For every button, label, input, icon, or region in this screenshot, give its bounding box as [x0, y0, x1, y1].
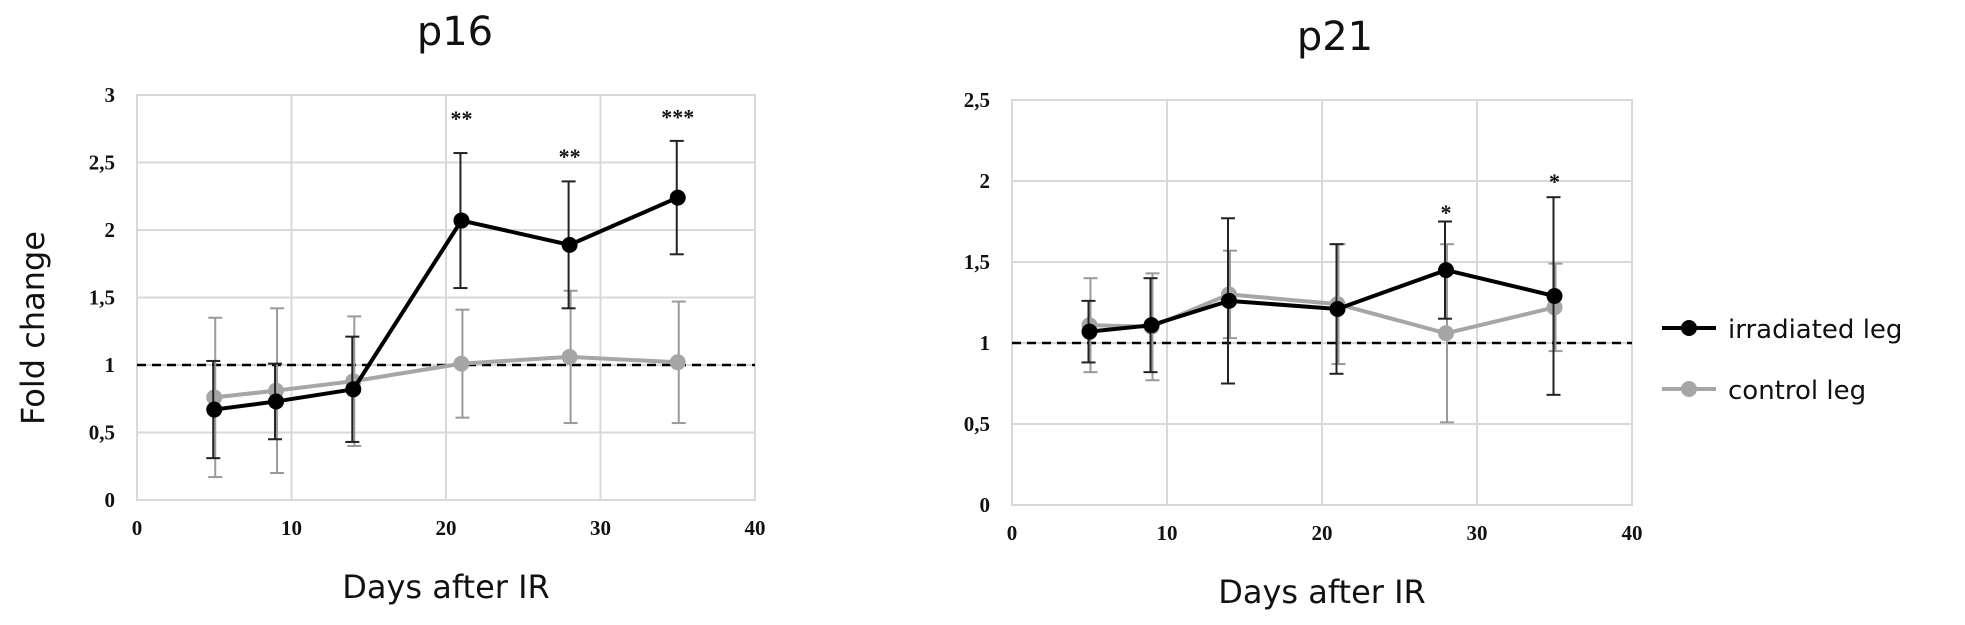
series-irradiated — [1081, 196, 1563, 396]
data-point — [1438, 262, 1454, 279]
significance-marker: ** — [450, 106, 472, 131]
x-tick-label: 0 — [1007, 521, 1018, 545]
y-tick-label: 0 — [105, 488, 116, 512]
x-tick-label: 10 — [281, 516, 302, 540]
x-tick-label: 30 — [590, 516, 611, 540]
y-tick-label: 0,5 — [89, 421, 115, 445]
data-point — [206, 401, 223, 418]
legend-marker-control — [1681, 381, 1697, 397]
y-axis-label: Fold change — [14, 231, 52, 425]
x-tick-label: 40 — [745, 516, 766, 540]
x-axis-label: Days after IR — [342, 568, 550, 606]
data-point — [561, 236, 578, 253]
x-tick-label: 20 — [1312, 521, 1333, 545]
legend-label-control: control leg — [1728, 376, 1866, 406]
data-point — [1546, 288, 1563, 305]
y-tick-label: 1,5 — [964, 250, 990, 274]
y-tick-label: 1 — [105, 353, 116, 377]
x-tick-label: 20 — [436, 516, 457, 540]
chart-p21: 0 10 20 30 40 0 0,5 1 1,5 2 2,5 p21 Days after IR * * — [964, 14, 1643, 611]
chart-title: p16 — [417, 9, 493, 55]
significance-marker: ** — [559, 144, 581, 169]
data-point — [345, 381, 362, 398]
legend-marker-irradiated — [1681, 320, 1697, 336]
y-tick-label: 1,5 — [89, 286, 115, 310]
y-tick-label: 2,5 — [89, 151, 115, 175]
series-line — [1089, 268, 1555, 334]
data-point — [1143, 317, 1160, 334]
data-point — [669, 189, 686, 206]
x-axis-label: Days after IR — [1218, 573, 1426, 611]
series-control — [206, 289, 686, 479]
chart-title: p21 — [1297, 14, 1373, 60]
y-tick-label: 0,5 — [964, 412, 990, 436]
significance-marker: *** — [661, 105, 694, 130]
x-tick-label: 10 — [1157, 521, 1178, 545]
data-point — [669, 354, 686, 371]
series-line — [214, 354, 678, 400]
data-point — [1438, 325, 1454, 342]
y-tick-label: 2 — [105, 218, 116, 242]
y-tick-label: 1 — [980, 331, 991, 355]
significance-marker: * — [1549, 169, 1560, 194]
data-point — [1329, 300, 1346, 317]
data-point — [1221, 292, 1237, 309]
x-tick-label: 40 — [1622, 521, 1643, 545]
data-point — [268, 393, 285, 410]
data-point — [1081, 323, 1098, 340]
x-tick-label: 0 — [132, 516, 143, 540]
chart-p16: 0 10 20 30 40 0 0,5 1 1,5 2 2,5 3 p16 Days after IR **… — [89, 9, 766, 606]
series-irradiated — [206, 139, 686, 460]
y-tick-label: 2 — [980, 169, 991, 193]
legend-label-irradiated: irradiated leg — [1728, 315, 1902, 345]
data-point — [561, 348, 578, 365]
data-point — [453, 212, 470, 229]
x-tick-label: 30 — [1467, 521, 1488, 545]
y-tick-label: 2,5 — [964, 88, 990, 112]
significance-marker: * — [1441, 200, 1452, 225]
legend: irradiated leg control leg — [1662, 315, 1902, 406]
y-tick-label: 3 — [105, 83, 116, 107]
series-line — [213, 195, 679, 412]
y-tick-label: 0 — [980, 493, 991, 517]
data-point — [453, 355, 470, 372]
